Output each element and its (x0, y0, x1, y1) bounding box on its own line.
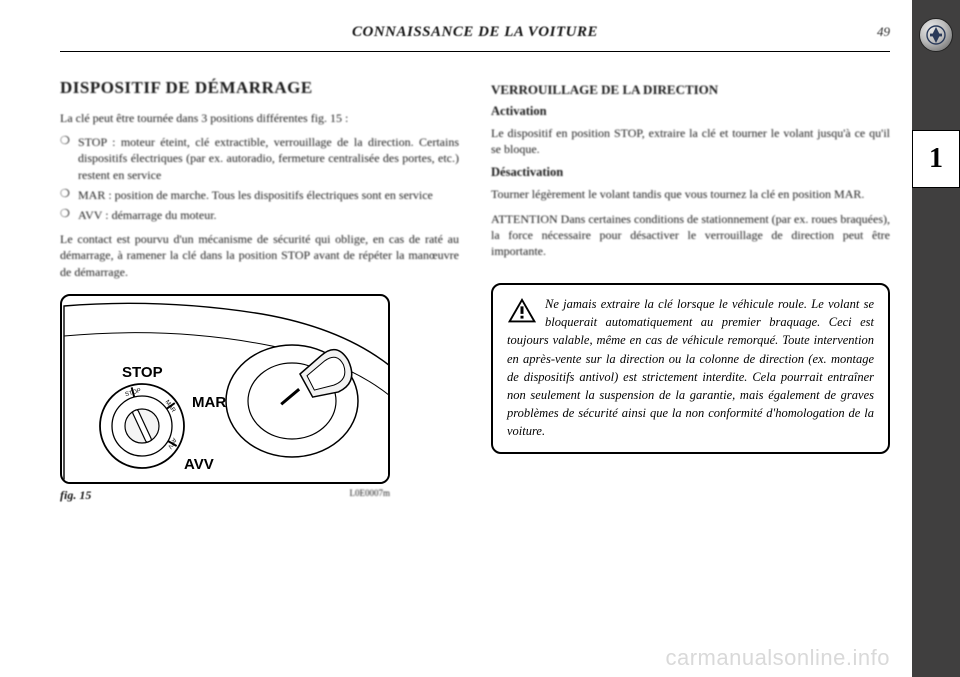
label-avv: AVV (184, 456, 214, 473)
figure-code: L0E0007m (350, 488, 391, 503)
section-title-dispositif: DISPOSITIF DE DÉMARRAGE (60, 78, 459, 98)
page-header: CONNAISSANCE DE LA VOITURE 49 (60, 24, 890, 41)
figure-caption: fig. 15 (60, 488, 91, 503)
warning-triangle-icon (507, 297, 537, 323)
page-number: 49 (877, 24, 890, 40)
header-title: CONNAISSANCE DE LA VOITURE (60, 24, 890, 41)
list-item: MAR : position de marche. Tous les dispo… (60, 187, 459, 203)
content-columns: DISPOSITIF DE DÉMARRAGE La clé peut être… (60, 78, 890, 503)
figure-15: STOP MAR AVV STOP MAR AVV fig. 15 L0E000… (60, 294, 390, 503)
lancia-logo-icon (919, 18, 953, 52)
ignition-illustration: STOP MAR AVV (62, 296, 390, 484)
safety-text: Le contact est pourvu d'un mécanisme de … (60, 231, 459, 280)
manual-page: CONNAISSANCE DE LA VOITURE 49 DISPOSITIF… (0, 0, 960, 677)
chapter-tab: 1 (912, 130, 960, 188)
subheading-activation: Activation (491, 104, 890, 119)
attention-text: ATTENTION Dans certaines conditions de s… (491, 211, 890, 260)
left-column: DISPOSITIF DE DÉMARRAGE La clé peut être… (60, 78, 459, 503)
desactivation-text: Tourner légèrement le volant tandis que … (491, 186, 890, 202)
header-rule (60, 51, 890, 52)
position-list: STOP : moteur éteint, clé extractible, v… (60, 134, 459, 223)
label-mar: MAR (192, 394, 226, 411)
list-item: STOP : moteur éteint, clé extractible, v… (60, 134, 459, 183)
warning-text: Ne jamais extraire la clé lorsque le véh… (507, 297, 874, 438)
warning-box: Ne jamais extraire la clé lorsque le véh… (491, 283, 890, 454)
watermark-text: carmanualsonline.info (665, 645, 890, 671)
side-tab: 1 (912, 0, 960, 677)
right-column: VERROUILLAGE DE LA DIRECTION Activation … (491, 78, 890, 503)
chapter-number: 1 (929, 143, 943, 175)
list-item: AVV : démarrage du moteur. (60, 207, 459, 223)
figure-caption-row: fig. 15 L0E0007m (60, 488, 390, 503)
subheading-desactivation: Désactivation (491, 165, 890, 180)
subsection-verrouillage: VERROUILLAGE DE LA DIRECTION (491, 82, 890, 98)
intro-text: La clé peut être tournée dans 3 position… (60, 110, 459, 126)
activation-text: Le dispositif en position STOP, extraire… (491, 125, 890, 157)
label-stop: STOP (122, 364, 163, 381)
figure-frame: STOP MAR AVV STOP MAR AVV (60, 294, 390, 484)
